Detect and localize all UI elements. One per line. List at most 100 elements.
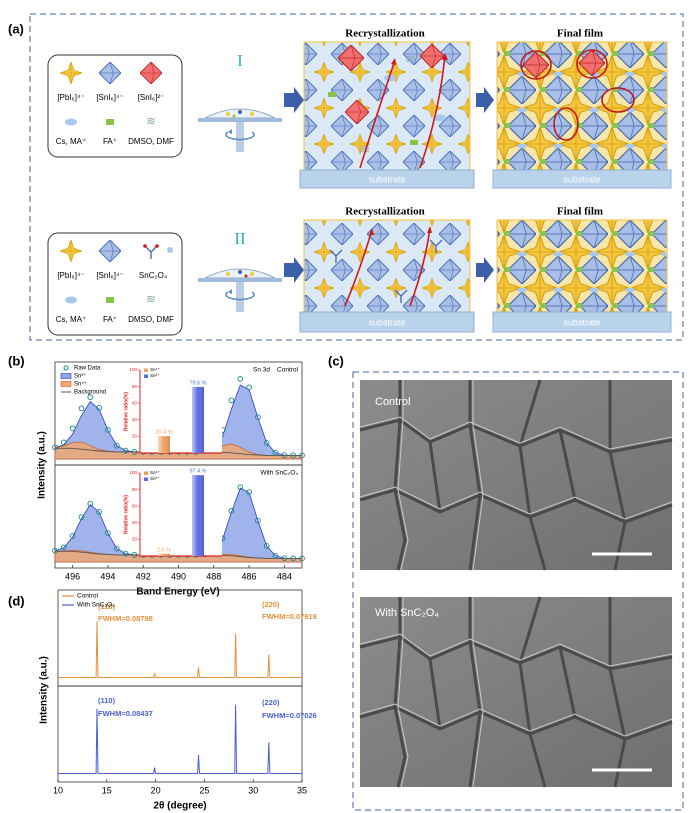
arrow	[476, 257, 494, 283]
icon	[106, 119, 114, 125]
film-box	[496, 219, 668, 313]
raw-point	[228, 397, 235, 404]
legend-label: [PbI₆]⁴⁻	[57, 271, 84, 280]
inset-bar-shine	[158, 553, 170, 556]
substrate-label: substrate	[368, 317, 405, 327]
legend-box	[47, 232, 183, 336]
legend-symbol	[63, 365, 69, 371]
raw-point	[122, 447, 129, 454]
raw-point	[131, 552, 138, 558]
legend-label: [SnI₆]⁴⁻	[96, 271, 123, 280]
svg-text:≋: ≋	[360, 142, 370, 156]
peak-annotation: (110)	[98, 602, 116, 611]
panel-label: (c)	[328, 353, 344, 368]
raw-point	[290, 555, 297, 562]
raw-point	[69, 533, 76, 539]
inset-bar-shine	[192, 475, 204, 556]
substrate	[299, 169, 475, 189]
raw-point	[52, 444, 58, 451]
inset-legend-label: Sn⁴⁺	[150, 367, 160, 372]
legend-label: [SnI₆]⁴⁻	[96, 93, 123, 102]
raw-point	[96, 509, 102, 515]
x-axis-title: Band Energy (eV)	[136, 587, 219, 598]
raw-point	[255, 517, 261, 524]
inset-legend-symbol	[144, 374, 148, 378]
peak-annotation: FWHM=0.07026	[262, 711, 317, 720]
panel-label: (b)	[8, 353, 25, 368]
raw-point	[228, 507, 235, 514]
x-tick-label: 35	[297, 785, 307, 795]
image-label: Control	[375, 396, 410, 408]
raw-point	[122, 550, 129, 557]
icon	[65, 296, 77, 304]
panel-border	[29, 13, 684, 341]
raw-point	[78, 405, 85, 412]
film-decor	[520, 49, 635, 141]
inset-legend-symbol	[144, 477, 148, 481]
arrow	[284, 257, 304, 283]
raw-point	[113, 442, 120, 449]
arrow	[476, 87, 494, 113]
legend-label: With SnC₂O₄	[77, 602, 115, 609]
raw-point	[237, 484, 244, 491]
x-tick-label: 492	[136, 571, 151, 581]
spin-coater	[198, 268, 282, 312]
inset-tick-label: 80	[132, 487, 138, 492]
legend-label: Sn²⁺	[74, 373, 87, 380]
raw-point	[290, 452, 297, 459]
peak-annotation: FWHM=0.08798	[98, 614, 153, 623]
annotation: Sn 3d	[253, 367, 270, 374]
x-tick-label: 484	[277, 571, 292, 581]
legend-label: Cs, MA⁺	[56, 315, 86, 324]
x-tick-label: 494	[100, 571, 115, 581]
peak-annotation: FWHM=0.07919	[262, 612, 317, 621]
stage-title: Final film	[557, 206, 603, 218]
film-decor	[329, 226, 443, 307]
substrate	[299, 311, 475, 333]
legend-symbol	[60, 373, 72, 379]
film-box	[303, 41, 471, 171]
inset-bg	[140, 367, 222, 453]
panel-title: Control	[277, 367, 299, 374]
raw-point	[246, 489, 252, 496]
legend-symbol	[60, 381, 72, 387]
inset-tick-label: 100	[129, 470, 137, 475]
raw-point	[237, 376, 244, 382]
inset-bg	[140, 470, 222, 556]
icon: ≋	[146, 114, 156, 128]
route-label: I	[237, 51, 243, 70]
y-axis-title: Intensity (a.u.)	[37, 431, 48, 499]
substrate-label: substrate	[368, 174, 405, 184]
route-label: II	[234, 229, 246, 248]
inset-legend-label: Sn²⁺	[150, 373, 160, 378]
raw-point	[52, 547, 58, 554]
legend-label: Sn⁴⁺	[74, 381, 87, 388]
substrate	[492, 169, 672, 189]
substrate-label: substrate	[563, 317, 600, 327]
inset-value-label: 20.4 %	[155, 430, 172, 436]
film-decor: ≋≋	[328, 44, 448, 169]
raw-point	[105, 427, 111, 433]
legend-label: [PbI₆]⁴⁻	[57, 93, 84, 102]
icon	[65, 118, 77, 126]
inset-bar-shine	[192, 386, 204, 453]
raw-point	[113, 545, 120, 552]
arrow	[284, 87, 304, 113]
xrd-line	[58, 704, 302, 774]
x-tick-label: 490	[171, 571, 186, 581]
peak-annotation: (110)	[98, 696, 116, 705]
raw-point	[96, 404, 102, 411]
x-tick-label: 486	[242, 571, 257, 581]
inset-legend-label: Sn²⁺	[150, 476, 160, 481]
image-label: With SnC₂O₄	[375, 607, 439, 619]
raw-point	[87, 500, 94, 507]
svg-text:≋: ≋	[405, 52, 415, 66]
legend-label: DMSO, DMF	[128, 137, 174, 146]
legend-label: Raw Data	[74, 366, 101, 372]
substrate-label: substrate	[563, 174, 600, 184]
spin-coater	[198, 108, 282, 152]
legend-label: DMSO, DMF	[128, 315, 174, 324]
raw-point	[299, 555, 305, 562]
